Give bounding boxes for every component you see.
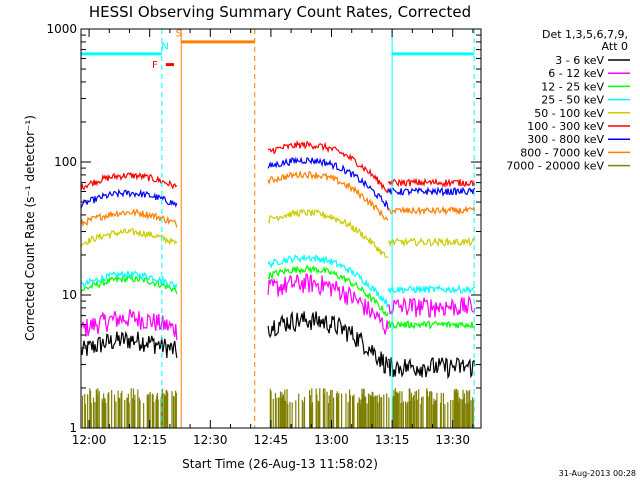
legend-header-detectors: Det 1,3,5,6,7,9, — [542, 28, 628, 41]
x-tick-label-13:30: 13:30 — [435, 433, 470, 447]
series-trace-1-seg-3 — [387, 357, 476, 380]
series-trace-1-seg-1 — [80, 330, 178, 359]
series-trace-3-seg-3 — [387, 319, 476, 330]
series-trace-4-seg-3 — [387, 284, 476, 295]
x-tick-label-12:45: 12:45 — [254, 433, 289, 447]
series-trace-7-seg-2 — [267, 156, 389, 210]
series-trace-5-seg-2 — [267, 208, 389, 259]
series-trace-1-seg-2 — [267, 310, 389, 374]
x-tick-label-12:00: 12:00 — [72, 433, 107, 447]
series-trace-2-seg-3 — [387, 295, 476, 318]
chart-title: HESSI Observing Summary Count Rates, Cor… — [89, 3, 471, 21]
x-axis-label: Start Time (26-Aug-13 11:58:02) — [182, 457, 378, 471]
legend-label-5: 50 - 100 keV — [534, 107, 604, 120]
y-tick-label-1: 1 — [69, 421, 77, 435]
flag-label-n: N — [161, 42, 168, 53]
series-trace-3-seg-2 — [267, 264, 389, 317]
series-trace-5-seg-3 — [387, 236, 476, 248]
series-trace-9-seg-3 — [388, 388, 474, 428]
legend-label-1: 3 - 6 keV — [555, 54, 604, 67]
series-trace-8-seg-1 — [80, 208, 178, 228]
series-trace-7-seg-1 — [80, 188, 178, 209]
x-tick-label-12:15: 12:15 — [132, 433, 167, 447]
series-trace-3-seg-1 — [80, 274, 178, 294]
y-axis-label: Corrected Count Rate (s⁻¹ detector⁻¹) — [23, 115, 37, 341]
flag-label-s: S — [176, 28, 182, 39]
series-trace-4-seg-2 — [267, 253, 389, 309]
y-tick-label-1000: 1000 — [46, 22, 77, 36]
series-trace-9-seg-2 — [269, 388, 388, 428]
series-trace-6-seg-1 — [80, 171, 178, 191]
legend-label-4: 25 - 50 keV — [541, 94, 604, 107]
x-tick-label-13:15: 13:15 — [375, 433, 410, 447]
legend-label-6: 100 - 300 keV — [527, 120, 604, 133]
footer-timestamp: 31-Aug-2013 00:28 — [559, 469, 636, 478]
series-trace-2-seg-1 — [80, 309, 178, 341]
plot-frame — [80, 28, 482, 429]
flag-layer: SNF — [81, 28, 475, 428]
series-trace-8-seg-3 — [387, 205, 476, 216]
series-trace-2-seg-2 — [267, 273, 389, 335]
legend-label-3: 12 - 25 keV — [541, 80, 604, 93]
series-trace-7-seg-3 — [387, 186, 476, 198]
legend-label-9: 7000 - 20000 keV — [506, 160, 604, 173]
series-trace-6-seg-2 — [267, 139, 389, 194]
series-trace-8-seg-2 — [267, 170, 389, 221]
series-trace-5-seg-1 — [80, 227, 178, 248]
x-tick-label-12:30: 12:30 — [193, 433, 228, 447]
y-tick-label-100: 100 — [54, 155, 77, 169]
legend-label-7: 300 - 800 keV — [527, 133, 604, 146]
series-trace-4-seg-1 — [80, 270, 178, 290]
data-series-layer — [80, 139, 476, 428]
legend-label-2: 6 - 12 keV — [548, 67, 604, 80]
axes: 12:00 12:15 12:30 12:45 13:00 13:15 13:30 1 10 10… — [46, 22, 482, 447]
series-trace-9-seg-1 — [81, 388, 177, 428]
legend-header-attenuator: Att 0 — [602, 40, 628, 53]
y-tick-label-10: 10 — [62, 288, 77, 302]
x-tick-label-13:00: 13:00 — [314, 433, 349, 447]
legend-label-8: 800 - 7000 keV — [520, 146, 604, 159]
series-trace-6-seg-3 — [387, 177, 476, 188]
flag-label-f: F — [152, 60, 158, 71]
